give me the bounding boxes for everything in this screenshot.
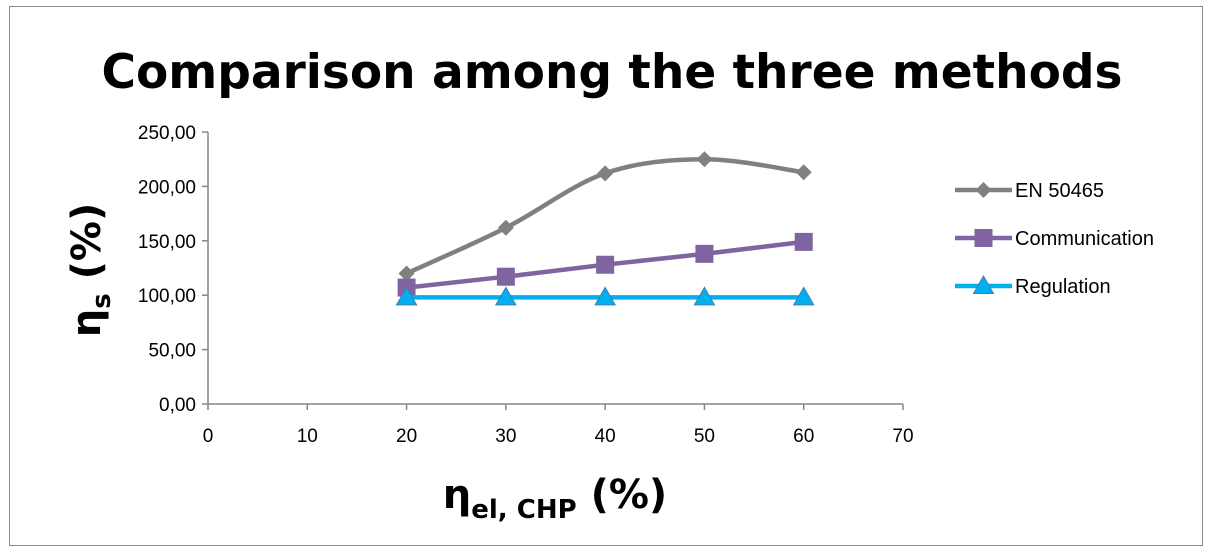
- x-tick-label: 40: [595, 426, 616, 447]
- series-regulation: [395, 286, 815, 306]
- data-point-diamond: [696, 151, 713, 168]
- series-layer: [395, 151, 815, 306]
- x-tick-label: 70: [892, 426, 913, 447]
- x-tick-label: 0: [203, 426, 214, 447]
- legend-item: Regulation: [955, 274, 1111, 298]
- data-point-square: [596, 255, 615, 274]
- x-tick-label: 20: [396, 426, 417, 447]
- x-axis-title-sub: el, CHP: [471, 495, 576, 525]
- legend-label: Communication: [1015, 228, 1154, 250]
- chart-title: Comparison among the three methods: [101, 45, 1122, 100]
- legend-label: EN 50465: [1015, 180, 1104, 202]
- data-point-diamond: [597, 165, 614, 182]
- data-point-square: [695, 244, 714, 263]
- data-point-triangle: [594, 286, 617, 306]
- legend-marker-triangle: [972, 274, 995, 294]
- legend: EN 50465 Communication Regulation: [955, 180, 1154, 298]
- data-point-diamond: [497, 219, 514, 236]
- x-axis-title-unit: (%): [577, 472, 668, 518]
- y-axis-title-main: η: [64, 309, 110, 337]
- legend-label: Regulation: [1015, 276, 1111, 298]
- y-axis-title: ηs (%): [64, 203, 117, 338]
- x-tick-labels: 0 10 20 30 40 50 60 70: [203, 426, 914, 447]
- legend-marker-square: [974, 229, 993, 247]
- axes: [202, 131, 904, 410]
- data-point-triangle: [792, 286, 815, 306]
- y-tick-label: 150,00: [138, 232, 196, 253]
- legend-item: Communication: [955, 228, 1154, 250]
- data-point-triangle: [693, 286, 716, 306]
- data-point-square: [794, 232, 813, 251]
- data-point-diamond: [398, 265, 415, 282]
- x-tick-label: 50: [694, 426, 715, 447]
- data-point-diamond: [795, 164, 812, 181]
- y-axis-title-unit: (%): [64, 203, 110, 294]
- x-axis-title: ηel, CHP (%): [443, 472, 667, 525]
- y-tick-label: 200,00: [138, 177, 196, 198]
- series-communication: [397, 232, 813, 297]
- x-tick-label: 30: [495, 426, 516, 447]
- x-tick-label: 10: [297, 426, 318, 447]
- x-axis-title-main: η: [443, 472, 471, 518]
- data-point-square: [496, 267, 515, 286]
- y-tick-label: 50,00: [148, 341, 196, 362]
- y-tick-label: 0,00: [159, 395, 196, 416]
- legend-marker-diamond: [975, 182, 992, 198]
- y-tick-label: 250,00: [138, 123, 196, 144]
- legend-item: EN 50465: [955, 180, 1104, 202]
- series-en-50465: [398, 151, 812, 282]
- y-tick-label: 100,00: [138, 286, 196, 307]
- y-axis-title-sub: s: [87, 293, 117, 308]
- y-tick-labels: 0,00 50,00 100,00 150,00 200,00 250,00: [138, 123, 196, 416]
- data-point-triangle: [395, 286, 418, 306]
- data-point-triangle: [494, 286, 517, 306]
- x-tick-label: 60: [793, 426, 814, 447]
